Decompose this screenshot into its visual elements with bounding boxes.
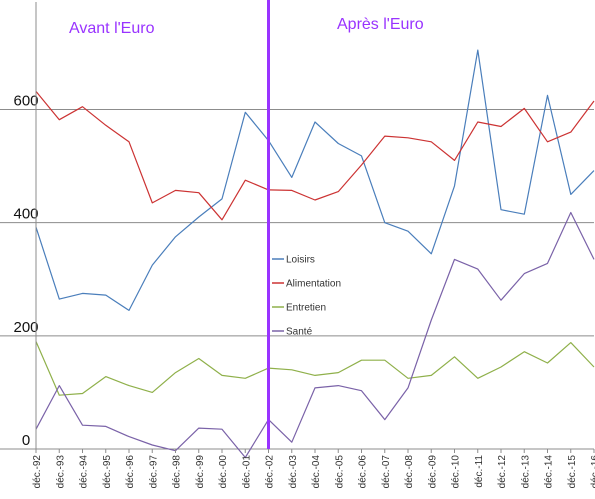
annotation-before: Avant l'Euro: [69, 20, 155, 37]
x-tick-label: déc.-93: [55, 455, 66, 489]
x-tick-label: déc.-08: [404, 455, 415, 489]
legend-label-alimentation: Alimentation: [286, 279, 341, 290]
series-line-entretien: [35, 341, 595, 396]
y-tick-label: 0: [22, 432, 30, 449]
x-tick-label: déc.-01: [241, 455, 252, 489]
y-tick-label: 200: [13, 319, 38, 336]
series-layer: [35, 49, 595, 459]
x-tick-label: déc.-13: [520, 455, 531, 489]
x-tick-label: déc.-10: [451, 455, 462, 489]
legend-label-loisirs: Loisirs: [286, 255, 315, 266]
x-tick-label: déc.-00: [218, 455, 229, 489]
series-line-alimentation: [35, 91, 595, 221]
series-line-loisirs: [35, 49, 595, 311]
x-tick-label: déc.-04: [311, 455, 322, 489]
x-tick-label: déc.-15: [567, 455, 578, 489]
x-tick-label: déc.-99: [195, 455, 206, 489]
grid-layer: [0, 109, 594, 450]
x-tick-label: déc.-07: [381, 455, 392, 489]
legend-label-entretien: Entretien: [286, 303, 326, 314]
annotation-after: Après l'Euro: [337, 16, 424, 33]
x-tick-label: déc.-96: [125, 455, 136, 489]
x-tick-label: déc.-03: [288, 455, 299, 489]
x-tick-label: déc.-95: [102, 455, 113, 489]
axis-layer: 0 200 400 600 déc.-92 déc.-93 déc.-94 déc.-95 dé…: [13, 2, 595, 488]
x-tick-label: déc.-02: [265, 455, 276, 489]
x-tick-label: déc.-05: [334, 455, 345, 489]
x-tick-label: déc.-14: [544, 455, 555, 489]
x-tick-label: déc.-11: [474, 455, 485, 488]
series-line-sante: [35, 211, 595, 459]
x-tick-label: déc.-98: [172, 455, 183, 489]
x-tick-label: déc.-94: [79, 455, 90, 489]
legend: Loisirs Alimentation Entretien Santé: [272, 255, 341, 338]
y-tick-label: 400: [13, 206, 38, 223]
x-tick-label: déc.-92: [32, 455, 43, 489]
x-tick-label: déc.-09: [427, 455, 438, 489]
x-tick-label: déc.-16: [590, 455, 595, 489]
annotations: Avant l'Euro Après l'Euro: [69, 16, 424, 37]
legend-label-sante: Santé: [286, 327, 313, 338]
y-tick-label: 600: [13, 93, 38, 110]
x-tick-label: déc.-12: [497, 455, 508, 489]
x-tick-label: déc.-06: [358, 455, 369, 489]
x-tick-label: déc.-97: [148, 455, 159, 489]
